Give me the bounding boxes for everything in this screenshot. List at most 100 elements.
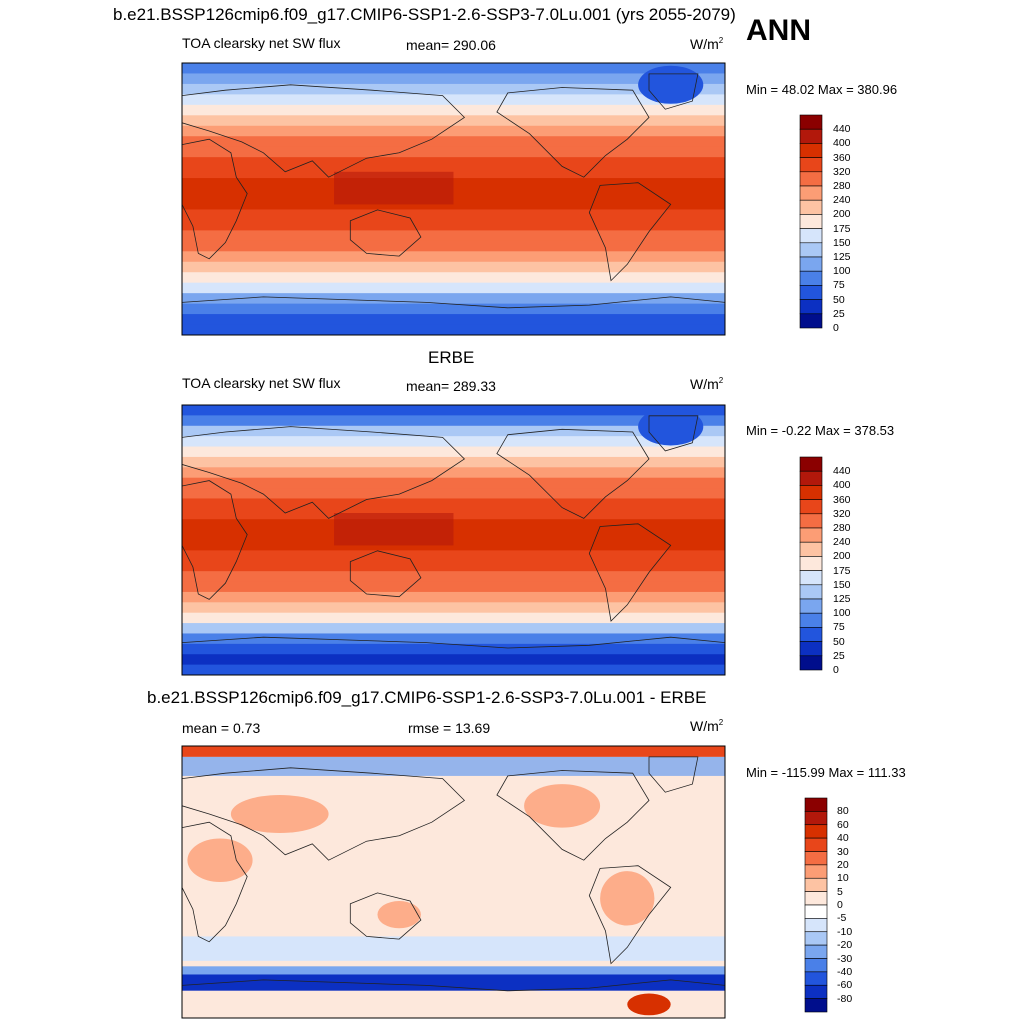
- colorbar-tick-label: 20: [837, 858, 849, 871]
- colorbar-swatch: [799, 470, 823, 486]
- lat-band: [182, 293, 725, 305]
- colorbar-swatch: [799, 641, 823, 657]
- colorbar-2: [804, 797, 828, 1013]
- diff-southern-ocean-dark: [182, 971, 725, 991]
- coastline: [588, 865, 672, 965]
- colorbar-tick-label: 320: [833, 165, 851, 178]
- lat-band: [182, 136, 725, 148]
- colorbar-swatch: [804, 891, 828, 906]
- colorbar-swatch: [799, 270, 823, 286]
- coastline: [182, 979, 725, 1018]
- colorbar-tick-label: 0: [837, 899, 843, 911]
- colorbar-swatch: [799, 499, 823, 515]
- colorbar-tick-label: 150: [833, 578, 851, 591]
- figure-title: b.e21.BSSP126cmip6.f09_g17.CMIP6-SSP1-2.…: [113, 5, 736, 24]
- colorbar-swatch: [799, 242, 823, 258]
- lat-band: [182, 571, 725, 583]
- colorbar-swatch: [804, 958, 828, 973]
- map-frame: [181, 62, 726, 336]
- coastline: [496, 770, 650, 861]
- coastline: [182, 84, 466, 178]
- lat-band: [182, 643, 725, 655]
- colorbar-tick-label: 50: [833, 635, 845, 648]
- colorbar-tick-label: 240: [833, 536, 851, 549]
- panel-model-mean: mean= 290.06: [406, 37, 496, 53]
- colorbar-swatch: [799, 598, 823, 614]
- colorbar-tick-label: 0: [833, 322, 839, 334]
- colorbar-swatch: [804, 984, 828, 999]
- colorbar-swatch: [799, 185, 823, 201]
- colorbar-tick-label: 30: [837, 845, 849, 858]
- colorbar-swatch: [799, 485, 823, 500]
- panel-obs-minmax: Min = -0.22 Max = 378.53: [746, 423, 895, 438]
- lat-band: [182, 550, 725, 562]
- lat-band: [182, 456, 725, 468]
- colorbar-swatch: [799, 199, 823, 215]
- diff-southern-ocean-mid: [182, 966, 725, 975]
- warm-pool: [334, 171, 454, 205]
- map-frame: [181, 745, 726, 1019]
- colorbar-tick-label: 100: [833, 265, 851, 278]
- panel-model-variable: TOA clearsky net SW flux: [182, 35, 341, 51]
- colorbar-swatch: [799, 171, 823, 187]
- colorbar-swatch: [804, 797, 828, 812]
- lat-band: [182, 314, 725, 326]
- lat-band: [182, 591, 725, 603]
- colorbar-tick-label: 50: [833, 293, 845, 306]
- colorbar-tick-label: -80: [837, 992, 853, 1005]
- coastline: [648, 415, 699, 452]
- lat-band: [182, 633, 725, 645]
- season-label: ANN: [746, 14, 811, 47]
- panel-diff-heading: b.e21.BSSP126cmip6.f09_g17.CMIP6-SSP1-2.…: [147, 688, 707, 707]
- diff-peninsula-blob: [627, 993, 671, 1016]
- coastline: [496, 87, 650, 178]
- colorbar-swatch: [799, 527, 823, 543]
- lat-band: [182, 446, 725, 458]
- coastline: [182, 767, 466, 861]
- colorbar-swatch: [799, 128, 823, 144]
- coastline: [182, 138, 248, 260]
- lat-band: [182, 199, 725, 211]
- colorbar-swatch: [799, 655, 823, 671]
- colorbar-0: [799, 114, 823, 329]
- map-panel-1: [181, 404, 726, 676]
- colorbar-swatch: [799, 556, 823, 571]
- colorbar-swatch: [799, 214, 823, 229]
- colorbar-tick-label: 240: [833, 194, 851, 207]
- lat-band: [182, 240, 725, 252]
- coastline: [588, 182, 672, 282]
- colorbar-swatch: [804, 864, 828, 879]
- lat-band: [182, 488, 725, 500]
- colorbar-tick-label: -30: [837, 952, 853, 965]
- colorbar-tick-label: 320: [833, 507, 851, 520]
- colorbar-swatch: [804, 904, 828, 919]
- lat-band: [182, 125, 725, 137]
- colorbar-tick-label: 75: [833, 279, 845, 292]
- colorbar-tick-label: 10: [837, 872, 849, 885]
- panel-diff-mean: mean = 0.73: [182, 720, 261, 736]
- colorbar-swatch: [804, 811, 828, 826]
- coastline: [182, 426, 466, 519]
- colorbar-swatch: [799, 627, 823, 642]
- lat-band: [182, 94, 725, 106]
- panel-diff-rmse: rmse = 13.69: [408, 720, 491, 736]
- colorbar-tick-label: 440: [833, 465, 851, 478]
- lat-band: [182, 654, 725, 666]
- lat-band: [182, 415, 725, 427]
- colorbar-tick-label: 100: [833, 607, 851, 620]
- colorbar-swatch: [804, 944, 828, 959]
- coastline: [496, 428, 650, 519]
- colorbar-tick-label: 75: [833, 621, 845, 634]
- panel-obs-variable: TOA clearsky net SW flux: [182, 375, 341, 391]
- lat-band: [182, 219, 725, 231]
- lat-band: [182, 230, 725, 242]
- colorbar-swatch: [799, 228, 823, 244]
- lat-band: [182, 560, 725, 572]
- colorbar-tick-label: 60: [837, 818, 849, 831]
- coastline: [349, 209, 422, 257]
- colorbar-tick-label: 280: [833, 522, 851, 534]
- map-panel-0: [181, 62, 726, 336]
- lat-band: [182, 251, 725, 263]
- lat-band: [182, 73, 725, 85]
- colorbar-tick-label: 0: [833, 664, 839, 676]
